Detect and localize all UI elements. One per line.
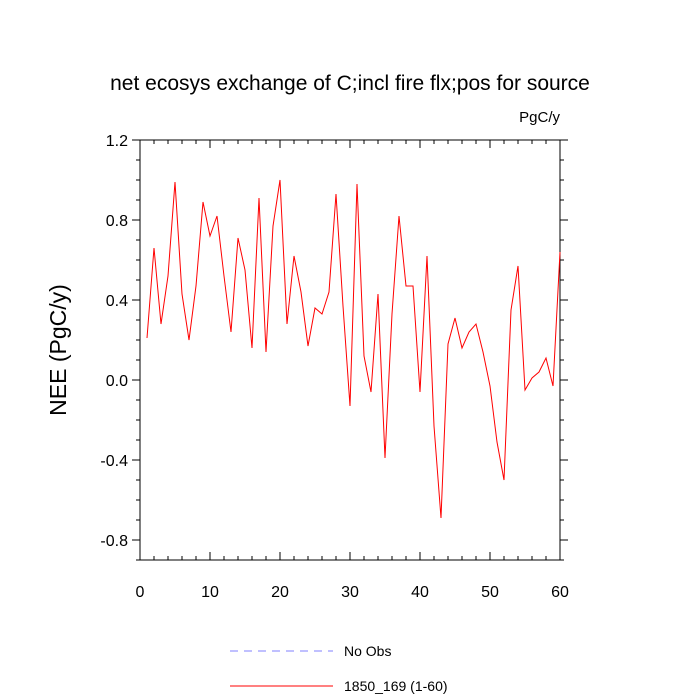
y-tick-label: 0.0 <box>106 373 128 390</box>
y-tick-label: -0.4 <box>100 453 128 470</box>
x-tick-label: 0 <box>136 584 145 601</box>
x-tick-label: 40 <box>411 584 429 601</box>
y-tick-label: 0.8 <box>106 213 128 230</box>
plot-area: 0 10 20 30 40 50 60 -0.8 -0.4 0.0 0.4 0.8 1.2 <box>100 133 569 601</box>
x-tick-label: 20 <box>271 584 289 601</box>
y-axis-label: NEE (PgC/y) <box>45 284 71 416</box>
x-tick-label: 60 <box>551 584 569 601</box>
units-label: PgC/y <box>519 109 560 126</box>
legend: No Obs 1850_169 (1-60) <box>230 643 448 694</box>
x-tick-label: 50 <box>481 584 499 601</box>
y-tick-label: 1.2 <box>106 133 128 150</box>
legend-label: 1850_169 (1-60) <box>344 678 448 694</box>
x-tick-label: 10 <box>201 584 219 601</box>
chart-title: net ecosys exchange of C;incl fire flx;p… <box>110 72 590 95</box>
y-tick-label: -0.8 <box>100 533 128 550</box>
series-line <box>146 179 561 519</box>
legend-label: No Obs <box>344 643 391 659</box>
y-tick-label: 0.4 <box>106 293 128 310</box>
x-tick-label: 30 <box>341 584 359 601</box>
